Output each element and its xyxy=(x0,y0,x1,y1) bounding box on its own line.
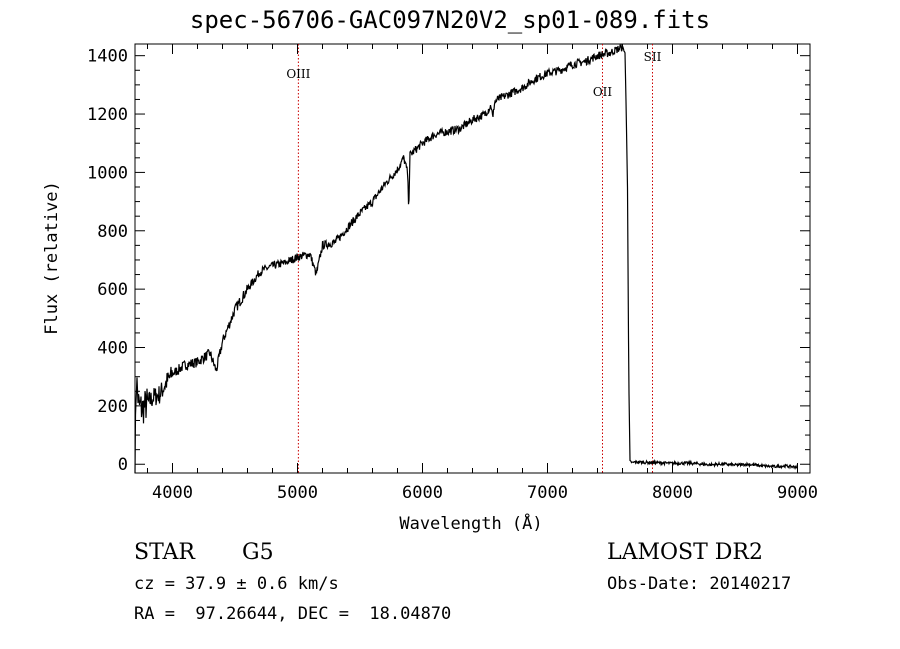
object-subclass: G5 xyxy=(242,540,274,565)
y-tick-label: 400 xyxy=(97,339,128,359)
x-tick-label: 9000 xyxy=(777,483,818,503)
x-tick-label: 6000 xyxy=(402,483,443,503)
spectrum-line xyxy=(134,43,799,474)
y-axis-label: Flux (relative) xyxy=(42,181,62,335)
object-class: STAR xyxy=(134,540,195,565)
y-tick-label: 1000 xyxy=(87,163,128,183)
y-tick-label: 0 xyxy=(118,455,128,475)
spectrum-series xyxy=(134,43,799,474)
x-tick-label: 8000 xyxy=(652,483,693,503)
y-tick-label: 600 xyxy=(97,280,128,300)
line-label-oii: OII xyxy=(593,85,613,99)
y-tick-label: 800 xyxy=(97,222,128,242)
x-tick-label: 7000 xyxy=(527,483,568,503)
emission-line-markers: OIII OII SII xyxy=(286,44,662,473)
survey-name: LAMOST DR2 xyxy=(607,540,763,565)
y-tick-label: 1400 xyxy=(87,47,128,67)
line-label-oiii: OIII xyxy=(286,67,310,81)
line-label-sii: SII xyxy=(644,50,662,64)
x-tick-label: 4000 xyxy=(152,483,193,503)
y-tick-label: 1200 xyxy=(87,105,128,125)
x-tick-label: 5000 xyxy=(277,483,318,503)
plot-frame xyxy=(134,43,811,474)
chart-title: spec-56706-GAC097N20V2_sp01-089.fits xyxy=(189,6,711,34)
x-axis-label: Wavelength (Å) xyxy=(399,512,542,534)
y-tick-label: 200 xyxy=(97,397,128,417)
axis-ticks: 4000 5000 6000 7000 8000 9000 0 200 400 600 800 100… xyxy=(87,44,818,503)
plot-area-border xyxy=(134,43,811,474)
redshift-velocity: cz = 37.9 ± 0.6 km/s xyxy=(134,574,339,594)
observation-date: Obs-Date: 20140217 xyxy=(607,574,792,594)
sky-coordinates: RA = 97.26644, DEC = 18.04870 xyxy=(134,604,452,624)
